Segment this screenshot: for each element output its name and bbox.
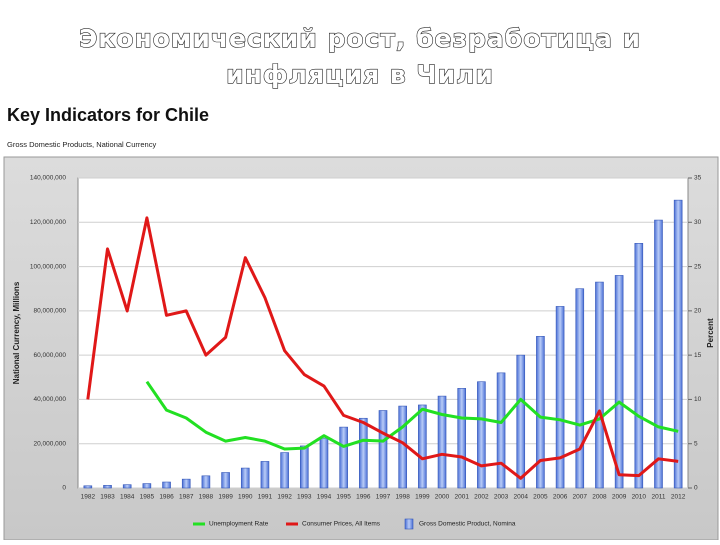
x-tick-label: 1985 [140,494,155,501]
bar [221,472,230,489]
y-tick-label: 60,000,000 [33,352,66,359]
y-tick-label: 40,000,000 [33,396,66,403]
bar [477,381,486,489]
bar [162,481,171,489]
legend-label: Unemployment Rate [209,521,269,528]
x-tick-label: 1992 [277,494,292,501]
legend-label: Gross Domestic Product, Nomina [419,521,516,528]
bar [339,426,348,489]
y2-tick-label: 10 [694,396,702,403]
x-tick-label: 1994 [317,494,332,501]
bar [516,354,526,489]
legend-label: Consumer Prices, All Items [302,521,381,528]
x-tick-label: 2010 [632,494,647,501]
bar [437,395,447,489]
x-tick-label: 1999 [415,494,430,501]
y2-tick-label: 25 [694,263,702,270]
x-tick-label: 1991 [258,494,273,501]
y2-tick-label: 5 [694,440,698,447]
bar [83,485,93,489]
legend-swatch [404,518,414,530]
x-tick-label: 2003 [494,494,509,501]
slide-title: инфляция в Чили [226,60,494,89]
y-axis-label: National Currency, Millions [12,281,21,384]
x-tick-label: 1997 [376,494,391,501]
x-tick-label: 1984 [120,494,135,501]
chart-title: Key Indicators for Chile [7,105,209,125]
x-tick-label: 2004 [514,494,529,501]
bar [260,461,270,489]
bar [103,485,112,489]
x-tick-label: 1989 [218,494,233,501]
bar [319,437,329,489]
x-tick-label: 1996 [356,494,371,501]
bar [240,467,250,489]
bar [654,219,663,489]
bar [378,410,388,489]
y-tick-label: 80,000,000 [33,308,66,315]
y-tick-label: 120,000,000 [30,219,67,226]
line [86,216,679,480]
x-tick-label: 1993 [297,494,312,501]
x-tick-label: 2001 [454,494,469,501]
bar [299,445,309,489]
bar [555,306,565,489]
x-tick-label: 2000 [435,494,450,501]
bar [398,405,407,489]
x-tick-label: 2006 [553,494,568,501]
slide-title: Экономический рост, безработица и [79,24,641,53]
y-tick-label: 0 [62,485,66,492]
x-tick-label: 1995 [336,494,351,501]
x-tick-label: 1987 [179,494,194,501]
y2-tick-label: 15 [694,352,702,359]
x-tick-label: 1986 [159,494,174,501]
x-tick-label: 1998 [395,494,410,501]
bar [280,452,289,489]
bar [634,243,644,489]
x-tick-label: 2009 [612,494,627,501]
bar [575,288,585,489]
y-tick-label: 20,000,000 [33,440,66,447]
bar [142,483,152,489]
line [145,380,679,451]
y2-tick-label: 30 [694,219,702,226]
x-tick-label: 2007 [573,494,588,501]
y2-axis-label: Percent [706,318,715,348]
bar [595,281,604,489]
x-tick-label: 2008 [592,494,607,501]
bar [418,404,427,489]
x-tick-label: 1983 [100,494,115,501]
bar [673,199,683,489]
y-tick-label: 140,000,000 [30,175,67,182]
bar [201,475,211,489]
bar [359,417,368,489]
bar [536,336,545,489]
y2-tick-label: 20 [694,308,702,315]
bar [181,478,191,489]
y-tick-label: 100,000,000 [30,263,67,270]
y2-tick-label: 35 [694,175,702,182]
x-tick-label: 1988 [199,494,214,501]
bar [496,372,506,489]
x-tick-label: 1990 [238,494,253,501]
y2-tick-label: 0 [694,485,698,492]
x-tick-label: 2005 [533,494,548,501]
x-tick-label: 1982 [81,494,96,501]
x-tick-label: 2012 [671,494,686,501]
bar [457,388,467,489]
x-tick-label: 2002 [474,494,489,501]
bar [122,484,132,489]
bar [614,275,624,489]
chart-subtitle: Gross Domestic Products, National Curren… [7,140,156,149]
x-tick-label: 2011 [651,494,665,501]
